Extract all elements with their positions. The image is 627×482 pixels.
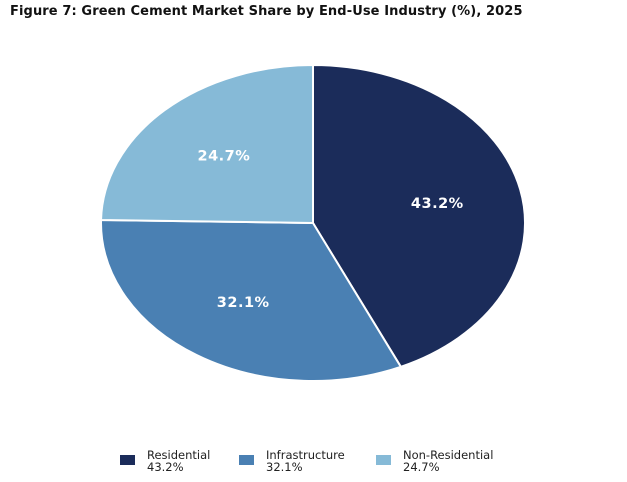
legend-label-non-residential: Non-Residential: [403, 448, 494, 462]
pie-slice-non-residential: [100, 63, 314, 225]
legend-item-non-residential: Non-Residential 24.7%: [376, 449, 493, 473]
legend-value-infrastructure: 32.1%: [266, 460, 303, 474]
legend-item-residential: Residential 43.2%: [120, 449, 210, 473]
slice-label-infrastructure: 32.1%: [217, 295, 270, 311]
pie-slice-infrastructure: [100, 219, 403, 382]
legend-swatch-infrastructure: [239, 455, 254, 465]
legend-label-infrastructure: Infrastructure: [266, 448, 345, 462]
slice-label-residential: 43.2%: [411, 196, 464, 212]
legend-swatch-non-residential: [376, 455, 391, 465]
pie-slice-residential: [312, 63, 526, 369]
legend-value-non-residential: 24.7%: [403, 460, 440, 474]
slice-label-non-residential: 24.7%: [197, 148, 250, 164]
chart-title: Figure 7: Green Cement Market Share by E…: [10, 4, 523, 19]
legend-label-residential: Residential: [147, 448, 211, 462]
legend-value-residential: 43.2%: [147, 460, 184, 474]
legend-item-infrastructure: Infrastructure 32.1%: [239, 449, 345, 473]
legend-swatch-residential: [120, 455, 135, 465]
